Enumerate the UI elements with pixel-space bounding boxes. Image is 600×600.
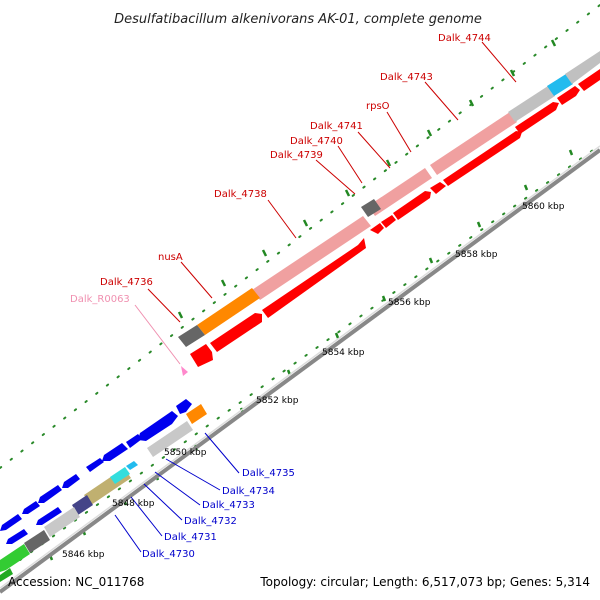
gene-arrow (578, 69, 600, 91)
gene-label-dalk-4744[interactable]: Dalk_4744 (438, 33, 491, 44)
tick-row-inner (19, 144, 600, 561)
reverse-leader-lines (114, 432, 240, 553)
cds-band-gray1 (508, 86, 555, 122)
gene-arrow (190, 344, 213, 367)
gene-arrow (262, 238, 366, 318)
gene-arrow (176, 399, 192, 414)
gene-arrow (6, 529, 28, 544)
gene-arrow (138, 411, 178, 441)
cds-band-gray2 (565, 51, 600, 84)
gene-label-dalk-4734[interactable]: Dalk_4734 (222, 486, 275, 497)
gene-arrow (62, 474, 80, 488)
reverse-gene-labels: Dalk_4730 Dalk_4731 Dalk_4732 Dalk_4733 … (142, 468, 295, 560)
tick-label-5854: 5854 kbp (322, 348, 365, 358)
tick-row-outer (0, 4, 600, 469)
gene-label-rpso[interactable]: rpsO (366, 101, 390, 112)
cds-band-navy (72, 495, 93, 515)
cds-band-4738 (252, 216, 371, 300)
tick-rows (0, 4, 600, 561)
cds-band-orange-low (186, 404, 207, 424)
tick-label-5850: 5850 kbp (164, 448, 207, 458)
cds-band-gray-low (147, 421, 193, 457)
forward-leader-lines (134, 41, 517, 365)
tick-label-5856: 5856 kbp (388, 298, 431, 308)
reverse-genes-row2 (6, 461, 138, 544)
gene-arrow (393, 191, 431, 220)
gene-label-dalk-4738[interactable]: Dalk_4738 (214, 189, 267, 200)
gene-arrow (36, 507, 62, 525)
gene-label-dalk-4732[interactable]: Dalk_4732 (184, 516, 237, 527)
accession-text: Accession: NC_011768 (8, 575, 144, 589)
gene-label-dalk-4735[interactable]: Dalk_4735 (242, 468, 295, 479)
cds-band-green (0, 544, 30, 572)
cds-band-orange (197, 288, 260, 335)
genome-title: Desulfatibacillum alkenivorans AK-01, co… (114, 12, 482, 27)
gene-arrow (102, 443, 128, 461)
gene-label-dalk-4730[interactable]: Dalk_4730 (142, 549, 195, 560)
cds-band-4741 (368, 168, 432, 216)
cds-band-darkgray (178, 325, 205, 347)
tick-label-5858: 5858 kbp (455, 250, 498, 260)
tick-label-5852: 5852 kbp (256, 396, 299, 406)
gene-label-dalk-4741[interactable]: Dalk_4741 (310, 121, 363, 132)
tick-label-5848: 5848 kbp (112, 499, 155, 509)
gene-arrow (126, 461, 138, 470)
cds-band-green2 (0, 568, 13, 582)
gene-label-nusa[interactable]: nusA (158, 252, 183, 263)
gene-label-dalk-4740[interactable]: Dalk_4740 (290, 136, 343, 147)
gene-arrow (38, 485, 62, 503)
forward-genes (190, 69, 600, 367)
forward-cds-band (178, 51, 600, 347)
scale-labels: 5846 kbp 5848 kbp 5850 kbp 5852 kbp 5854… (62, 202, 565, 560)
genome-backbone (0, 145, 600, 594)
gene-arrow (515, 102, 559, 134)
gene-label-dalk-4733[interactable]: Dalk_4733 (202, 500, 255, 511)
gene-label-dalk-4731[interactable]: Dalk_4731 (164, 532, 217, 543)
gene-arrow (210, 313, 262, 352)
gene-arrow (381, 215, 396, 228)
gene-arrow (443, 131, 522, 186)
gene-label-dalk-4739[interactable]: Dalk_4739 (270, 150, 323, 161)
gene-arrow (126, 434, 142, 448)
gene-arrow (370, 223, 384, 234)
tick-label-5846: 5846 kbp (62, 550, 105, 560)
gene-label-dalk-4743[interactable]: Dalk_4743 (380, 72, 433, 83)
cds-band-gray-low2 (44, 507, 80, 537)
gene-arrow (557, 86, 580, 105)
reverse-cds-band (0, 404, 207, 582)
gene-label-dalk-r0063[interactable]: Dalk_R0063 (70, 294, 130, 305)
gene-label-dalk-4736[interactable]: Dalk_4736 (100, 277, 153, 288)
gene-arrow (86, 458, 104, 472)
reverse-genes (0, 399, 192, 531)
gene-arrow (0, 514, 22, 531)
genome-summary-text: Topology: circular; Length: 6,517,073 bp… (259, 575, 590, 589)
cds-band-cyan-low (110, 467, 130, 484)
gene-arrow (430, 182, 446, 194)
cds-band-4743 (430, 112, 517, 175)
tick-label-5860: 5860 kbp (522, 202, 565, 212)
forward-gene-labels: Dalk_R0063 Dalk_4736 nusA Dalk_4738 Dalk… (70, 33, 491, 305)
gene-arrow (22, 501, 40, 514)
cds-band-dark-low (24, 530, 50, 553)
major-ticks-outer (177, 39, 557, 319)
cds-band-darkgray2 (361, 199, 381, 217)
cds-band-cyan (547, 74, 573, 96)
rrna-marker (181, 366, 188, 376)
